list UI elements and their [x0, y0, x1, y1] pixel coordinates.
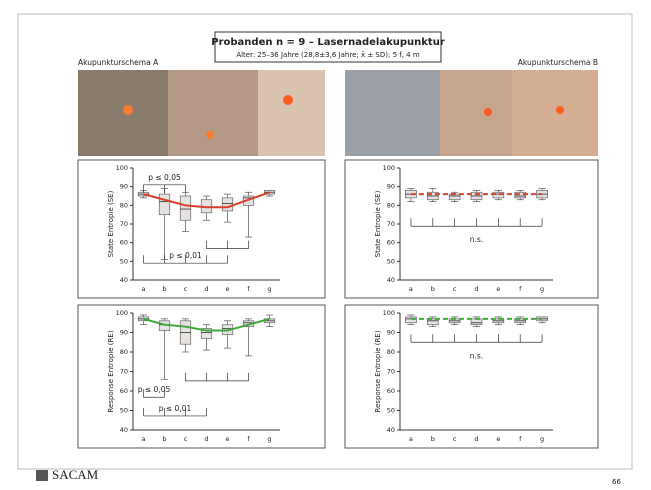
chart-panel [77, 304, 326, 449]
trend-line [143, 317, 270, 332]
y-axis-label: Response Entropie (RE) [107, 330, 115, 412]
right-label: Akupunkturschema B [518, 58, 598, 67]
y-axis-label: State Entropie (SE) [107, 190, 115, 257]
y-tick-label: 60 [387, 239, 395, 247]
box [158, 193, 171, 216]
y-tick-label: 70 [120, 220, 128, 228]
title: Probanden n = 9 – Lasernadelakupunktur [211, 37, 445, 48]
x-tick-label: g [267, 435, 271, 443]
x-tick-label: f [519, 435, 522, 443]
x-tick-label: d [474, 435, 478, 443]
chart-panel [344, 159, 599, 299]
y-tick-label: 50 [120, 407, 128, 415]
x-tick-label: a [142, 285, 146, 293]
logo-icon [36, 470, 48, 481]
y-tick-label: 40 [387, 426, 395, 434]
box [200, 328, 213, 339]
x-tick-label: f [247, 285, 250, 293]
y-tick-label: 90 [387, 183, 395, 191]
box [426, 318, 439, 326]
y-tick-label: 100 [116, 164, 128, 172]
x-tick-label: e [226, 435, 230, 443]
y-tick-label: 90 [120, 329, 128, 337]
x-tick-label: b [431, 285, 435, 293]
y-tick-label: 80 [120, 201, 128, 209]
x-tick-label: g [267, 285, 271, 293]
x-tick-label: c [184, 435, 188, 443]
left-label: Akupunkturschema A [78, 58, 159, 67]
y-tick-label: 100 [116, 309, 128, 317]
y-tick-label: 80 [387, 201, 395, 209]
box [221, 197, 234, 212]
x-tick-label: d [204, 285, 208, 293]
annotation: p ≤ 0,05 [148, 173, 181, 182]
x-tick-label: c [453, 285, 457, 293]
y-tick-label: 50 [387, 407, 395, 415]
y-tick-label: 100 [383, 309, 395, 317]
x-tick-label: c [453, 435, 457, 443]
y-tick-label: 40 [120, 426, 128, 434]
page-number: 66 [612, 478, 621, 486]
x-tick-label: b [162, 435, 166, 443]
y-tick-label: 50 [387, 257, 395, 265]
y-tick-label: 40 [387, 276, 395, 284]
y-tick-label: 90 [120, 183, 128, 191]
logo: SACAM [52, 467, 99, 482]
chart-panel [77, 159, 326, 299]
annotation: n.s. [470, 235, 483, 244]
x-tick-label: g [540, 435, 544, 443]
x-tick-label: a [409, 435, 413, 443]
trend-line [143, 191, 270, 209]
y-tick-label: 80 [120, 348, 128, 356]
y-axis-label: State Entropie (SE) [374, 190, 382, 257]
x-tick-label: a [409, 285, 413, 293]
y-tick-label: 80 [387, 348, 395, 356]
subtitle: Alter: 25–36 Jahre (28,8±3,6 Jahre; x̄ ±… [236, 51, 420, 59]
x-tick-label: e [226, 285, 230, 293]
annotation: p ≤ 0,05 [138, 385, 171, 394]
chart-panel [344, 304, 599, 449]
y-tick-label: 100 [383, 164, 395, 172]
box [179, 195, 192, 221]
y-tick-label: 60 [120, 387, 128, 395]
y-tick-label: 40 [120, 276, 128, 284]
title-box [214, 31, 442, 63]
x-tick-label: a [142, 435, 146, 443]
x-tick-label: f [519, 285, 522, 293]
annotation: p ≤ 0,01 [169, 251, 202, 260]
x-tick-label: d [474, 285, 478, 293]
photos [78, 70, 598, 156]
x-tick-label: b [162, 285, 166, 293]
y-tick-label: 70 [387, 368, 395, 376]
x-tick-label: c [184, 285, 188, 293]
x-tick-label: b [431, 435, 435, 443]
x-tick-label: g [540, 285, 544, 293]
y-tick-label: 50 [120, 257, 128, 265]
y-tick-label: 60 [120, 239, 128, 247]
annotation: n.s. [470, 351, 483, 360]
y-tick-label: 70 [387, 220, 395, 228]
x-tick-label: e [496, 435, 500, 443]
y-tick-label: 60 [387, 387, 395, 395]
x-tick-label: e [496, 285, 500, 293]
annotation: p ≤ 0,01 [159, 404, 192, 413]
y-tick-label: 70 [120, 368, 128, 376]
y-tick-label: 90 [387, 329, 395, 337]
x-tick-label: f [247, 435, 250, 443]
x-tick-label: d [204, 435, 208, 443]
y-axis-label: Response Entropie (RE) [374, 330, 382, 412]
